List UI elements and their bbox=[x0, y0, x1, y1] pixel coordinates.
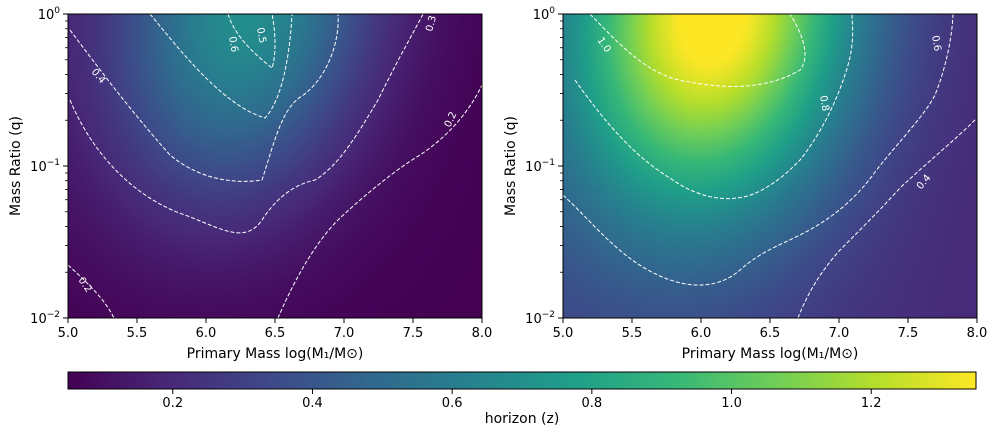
colorbar-tick-label: 0.6 bbox=[442, 396, 463, 411]
left-x-ticks: 5.0 5.5 6.0 6.5 7.0 7.5 8.0 bbox=[58, 318, 493, 341]
left-contour-0.5 bbox=[149, 14, 293, 119]
left-x-tick-label: 7.0 bbox=[334, 326, 355, 341]
right-x-ticks: 5.0 5.5 6.0 6.5 7.0 7.5 8.0 bbox=[553, 318, 988, 341]
left-x-tick-label: 7.5 bbox=[403, 326, 424, 341]
left-y-tick-base: 10 bbox=[30, 312, 47, 327]
colorbar-tick-label: 0.8 bbox=[582, 396, 603, 411]
left-contour-label-0.3: 0.3 bbox=[424, 15, 439, 33]
right-x-tick-label: 5.0 bbox=[553, 326, 574, 341]
right-y-tick-base: 10 bbox=[525, 160, 542, 175]
right-contour-1.0 bbox=[589, 14, 806, 87]
left-contour-0.4 bbox=[69, 14, 339, 182]
left-contour-0.2-high bbox=[277, 84, 482, 318]
right-contour-label-0.6: 0.6 bbox=[929, 35, 943, 53]
left-y-tick-base: 10 bbox=[30, 160, 47, 175]
right-y-tick-exp: −1 bbox=[542, 158, 555, 168]
right-x-axis-label: Primary Mass log(M₁/M⊙) bbox=[682, 346, 859, 362]
right-y-tick-base: 10 bbox=[525, 312, 542, 327]
right-panel: 1.0 0.8 0.6 0.4 5.0 5.5 6.0 6.5 7.0 7.5 8.0 10… bbox=[503, 6, 987, 362]
left-x-tick-label: 5.0 bbox=[58, 326, 79, 341]
right-heatmap bbox=[563, 14, 977, 318]
colorbar-ticks: 0.2 0.4 0.6 0.8 1.0 1.2 bbox=[162, 389, 882, 411]
left-x-tick-label: 6.0 bbox=[196, 326, 217, 341]
right-y-axis-label: Mass Ratio (q) bbox=[503, 116, 519, 216]
right-y-tick-exp: 0 bbox=[549, 6, 555, 16]
colorbar-tick-label: 1.2 bbox=[861, 396, 882, 411]
left-heatmap bbox=[68, 14, 482, 318]
right-x-tick-label: 7.0 bbox=[829, 326, 850, 341]
colorbar: 0.2 0.4 0.6 0.8 1.0 1.2 horizon (z) bbox=[67, 371, 977, 427]
left-contour-label-0.6: 0.6 bbox=[226, 36, 240, 54]
colorbar-gradient bbox=[67, 371, 977, 390]
left-contour-label-0.5: 0.5 bbox=[254, 27, 268, 45]
colorbar-tick-label: 0.4 bbox=[302, 396, 323, 411]
colorbar-tick-label: 0.2 bbox=[162, 396, 183, 411]
left-y-tick-exp: −2 bbox=[47, 310, 60, 320]
right-x-tick-label: 5.5 bbox=[622, 326, 643, 341]
left-y-tick-base: 10 bbox=[38, 8, 55, 23]
right-x-tick-label: 7.5 bbox=[898, 326, 919, 341]
right-contour-0.8 bbox=[574, 14, 854, 200]
left-contour-0.2-low bbox=[68, 264, 115, 318]
left-x-axis-label: Primary Mass log(M₁/M⊙) bbox=[187, 346, 364, 362]
colorbar-label: horizon (z) bbox=[485, 411, 560, 427]
left-x-tick-label: 8.0 bbox=[472, 326, 493, 341]
left-y-tick-exp: 0 bbox=[54, 6, 60, 16]
left-x-tick-label: 6.5 bbox=[265, 326, 286, 341]
left-contours bbox=[68, 14, 482, 318]
right-x-tick-label: 6.5 bbox=[760, 326, 781, 341]
right-contour-label-0.8: 0.8 bbox=[817, 95, 831, 113]
right-x-tick-label: 8.0 bbox=[967, 326, 988, 341]
left-y-tick-exp: −1 bbox=[47, 158, 60, 168]
right-y-tick-label: 100 bbox=[533, 6, 556, 23]
right-y-tick-base: 10 bbox=[533, 8, 550, 23]
colorbar-tick-label: 1.0 bbox=[721, 396, 742, 411]
left-panel: 0.6 0.5 0.4 0.3 0.2 0.2 5.0 5.5 6.0 6.5 7.0 7… bbox=[8, 6, 492, 362]
right-y-tick-label: 10−1 bbox=[525, 158, 555, 175]
right-y-tick-exp: −2 bbox=[542, 310, 555, 320]
left-y-tick-label: 10−2 bbox=[30, 310, 60, 327]
left-x-tick-label: 5.5 bbox=[127, 326, 148, 341]
left-y-tick-label: 100 bbox=[38, 6, 61, 23]
left-contour-0.3 bbox=[69, 14, 424, 234]
right-contour-0.4 bbox=[797, 117, 977, 318]
right-contours bbox=[563, 14, 977, 318]
right-y-tick-label: 10−2 bbox=[525, 310, 555, 327]
right-x-tick-label: 6.0 bbox=[691, 326, 712, 341]
left-y-axis-label: Mass Ratio (q) bbox=[8, 116, 24, 216]
left-y-tick-label: 10−1 bbox=[30, 158, 60, 175]
